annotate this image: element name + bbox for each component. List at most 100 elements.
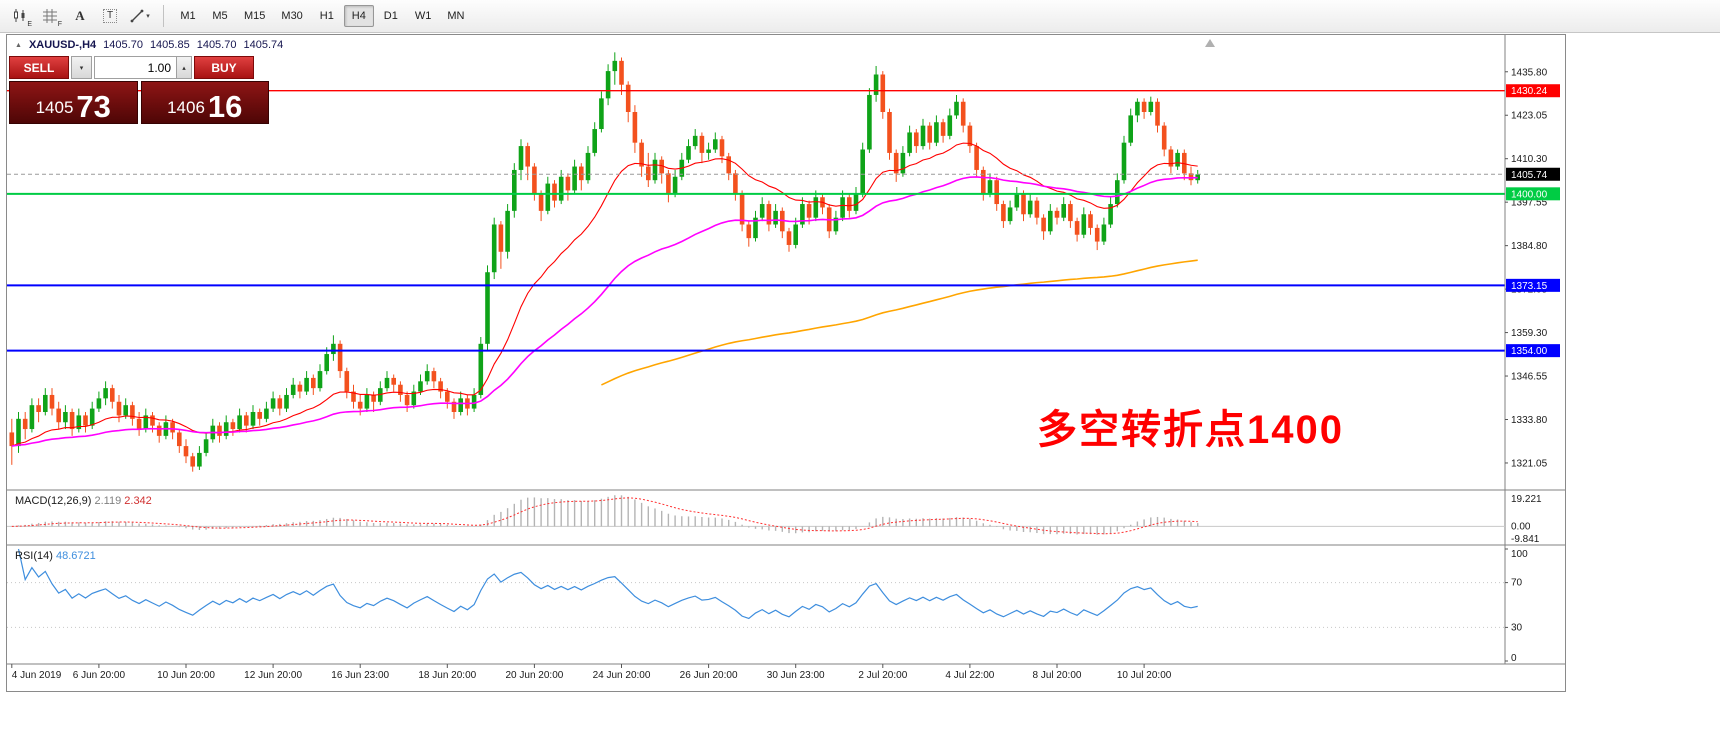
svg-text:8 Jul 20:00: 8 Jul 20:00 <box>1033 670 1082 681</box>
svg-text:1373.15: 1373.15 <box>1511 281 1548 292</box>
timeframe-m15-button[interactable]: M15 <box>237 5 272 27</box>
svg-text:1397.55: 1397.55 <box>1511 198 1548 209</box>
sell-button[interactable]: SELL <box>9 56 69 79</box>
svg-text:0: 0 <box>1511 653 1517 664</box>
macd-signal-line <box>11 497 1198 535</box>
buy-button[interactable]: BUY <box>194 56 254 79</box>
svg-text:1423.05: 1423.05 <box>1511 111 1548 122</box>
svg-text:1359.30: 1359.30 <box>1511 328 1548 339</box>
ma-mid-line <box>11 176 1198 447</box>
ohlc-high: 1405.85 <box>149 39 190 51</box>
sell-price-main: 1405 <box>35 98 74 117</box>
toolbar: E F A T ▾ M1 M5 M15 M30 H1 H4 D1 W1 MN <box>0 0 1720 33</box>
spin-up-caret-icon: ▴ <box>182 64 186 72</box>
timeframe-w1-button[interactable]: W1 <box>408 5 439 27</box>
svg-text:1410.30: 1410.30 <box>1511 154 1548 165</box>
lot-size-input[interactable] <box>94 56 176 79</box>
candlestick-chart-icon <box>14 9 25 22</box>
sell-price-display[interactable]: 1405 73 <box>9 81 138 124</box>
timeframe-m5-button[interactable]: M5 <box>205 5 235 27</box>
svg-text:1430.24: 1430.24 <box>1511 86 1548 97</box>
timeframe-h4-button[interactable]: H4 <box>343 5 374 27</box>
symbol-label: XAUUSD-,H4 <box>28 39 97 51</box>
timeframe-mn-button[interactable]: MN <box>440 5 471 27</box>
timeframe-d1-button[interactable]: D1 <box>376 5 406 27</box>
drawing-tools-button[interactable]: ▾ <box>126 3 154 29</box>
sub-f-label: F <box>57 21 62 28</box>
sell-price-pips: 73 <box>76 88 111 124</box>
sub-e-label: E <box>27 21 32 28</box>
svg-text:19.221: 19.221 <box>1511 494 1542 505</box>
svg-text:70: 70 <box>1511 578 1523 589</box>
time-axis[interactable]: 4 Jun 2019 6 Jun 20:00 10 Jun 20:00 12 Jun … <box>11 664 1172 681</box>
svg-text:6 Jun 20:00: 6 Jun 20:00 <box>73 670 126 681</box>
ohlc-low: 1405.70 <box>196 39 237 51</box>
svg-text:100: 100 <box>1511 549 1528 560</box>
lot-dropdown-button[interactable]: ▾ <box>71 56 92 79</box>
macd-panel: MACD(12,26,9) 2.119 2.342 19.221 0.00 -9.84… <box>7 494 1542 545</box>
ma-fast-line <box>11 142 1198 447</box>
svg-text:1384.80: 1384.80 <box>1511 241 1548 252</box>
text-box-icon: T <box>102 9 118 23</box>
dropdown-caret-icon: ▾ <box>79 64 84 72</box>
ma-slow-line <box>601 259 1198 386</box>
timeframe-m1-button[interactable]: M1 <box>173 5 203 27</box>
timeframe-h1-button[interactable]: H1 <box>312 5 342 27</box>
ohlc-close: 1405.74 <box>243 39 284 51</box>
buy-price-main: 1406 <box>167 98 205 117</box>
svg-text:1354.00: 1354.00 <box>1511 346 1548 357</box>
svg-text:1333.80: 1333.80 <box>1511 415 1548 426</box>
text-label-tool-button[interactable]: A <box>66 3 94 29</box>
trendline-icon <box>130 9 144 23</box>
svg-text:2 Jul 20:00: 2 Jul 20:00 <box>858 670 907 681</box>
chart-window: 1435.801423.051410.301397.551384.801372.… <box>6 34 1566 692</box>
macd-label: MACD(12,26,9) 2.119 2.342 <box>15 495 152 507</box>
svg-text:1435.80: 1435.80 <box>1511 67 1548 78</box>
svg-text:4 Jun 2019: 4 Jun 2019 <box>12 670 62 681</box>
svg-text:10 Jun 20:00: 10 Jun 20:00 <box>157 670 215 681</box>
svg-text:18 Jun 20:00: 18 Jun 20:00 <box>418 670 476 681</box>
svg-text:-9.841: -9.841 <box>1511 534 1540 545</box>
svg-text:4 Jul 22:00: 4 Jul 22:00 <box>945 670 994 681</box>
lot-spin-up-button[interactable]: ▴ <box>176 56 192 79</box>
svg-text:26 Jun 20:00: 26 Jun 20:00 <box>680 670 738 681</box>
chart-candles-tool-button[interactable]: E <box>6 3 34 29</box>
grid-icon <box>43 9 57 23</box>
buy-price-display[interactable]: 1406 16 <box>140 81 269 124</box>
svg-text:16 Jun 23:00: 16 Jun 23:00 <box>331 670 389 681</box>
rsi-panel: RSI(14) 48.6721 100 70 30 0 <box>7 548 1528 664</box>
axis-price-marker: 1400.00 <box>1506 187 1560 201</box>
svg-text:10 Jul 20:00: 10 Jul 20:00 <box>1117 670 1172 681</box>
rsi-label: RSI(14) 48.6721 <box>15 550 96 562</box>
svg-text:1400.00: 1400.00 <box>1511 189 1548 200</box>
text-box-tool-button[interactable]: T <box>96 3 124 29</box>
svg-text:24 Jun 20:00: 24 Jun 20:00 <box>593 670 651 681</box>
chart-grid-tool-button[interactable]: F <box>36 3 64 29</box>
chevron-down-icon: ▾ <box>146 13 150 20</box>
buy-price-pips: 16 <box>207 88 243 124</box>
svg-text:30: 30 <box>1511 622 1523 633</box>
rsi-line <box>17 548 1198 620</box>
one-click-trading-panel: SELL ▾ ▴ BUY 1405 73 1406 <box>9 56 269 124</box>
svg-text:1321.05: 1321.05 <box>1511 458 1548 469</box>
price-axis[interactable]: 1435.801423.051410.301397.551384.801372.… <box>1505 67 1548 469</box>
axis-price-marker: 1430.24 <box>1506 84 1560 98</box>
ohlc-open: 1405.70 <box>103 39 143 51</box>
axis-price-marker: 1373.15 <box>1506 278 1560 292</box>
axis-price-marker: 1405.74 <box>1506 167 1560 181</box>
svg-text:1346.55: 1346.55 <box>1511 372 1548 383</box>
collapse-arrow-icon[interactable]: ▲ <box>15 41 22 49</box>
svg-text:0.00: 0.00 <box>1511 521 1531 532</box>
axis-price-marker: 1354.00 <box>1506 344 1560 358</box>
candles <box>9 52 1200 472</box>
svg-text:30 Jun 23:00: 30 Jun 23:00 <box>767 670 825 681</box>
svg-text:20 Jun 20:00: 20 Jun 20:00 <box>505 670 563 681</box>
symbol-header: ▲ XAUUSD-,H4 1405.70 1405.85 1405.70 140… <box>15 39 283 51</box>
chart-canvas[interactable]: 1435.801423.051410.301397.551384.801372.… <box>7 35 1565 691</box>
svg-text:12 Jun 20:00: 12 Jun 20:00 <box>244 670 302 681</box>
toolbar-separator <box>163 5 164 27</box>
svg-text:1405.74: 1405.74 <box>1511 170 1548 181</box>
timeframe-m30-button[interactable]: M30 <box>274 5 309 27</box>
chart-shift-marker-icon[interactable] <box>1205 39 1215 47</box>
